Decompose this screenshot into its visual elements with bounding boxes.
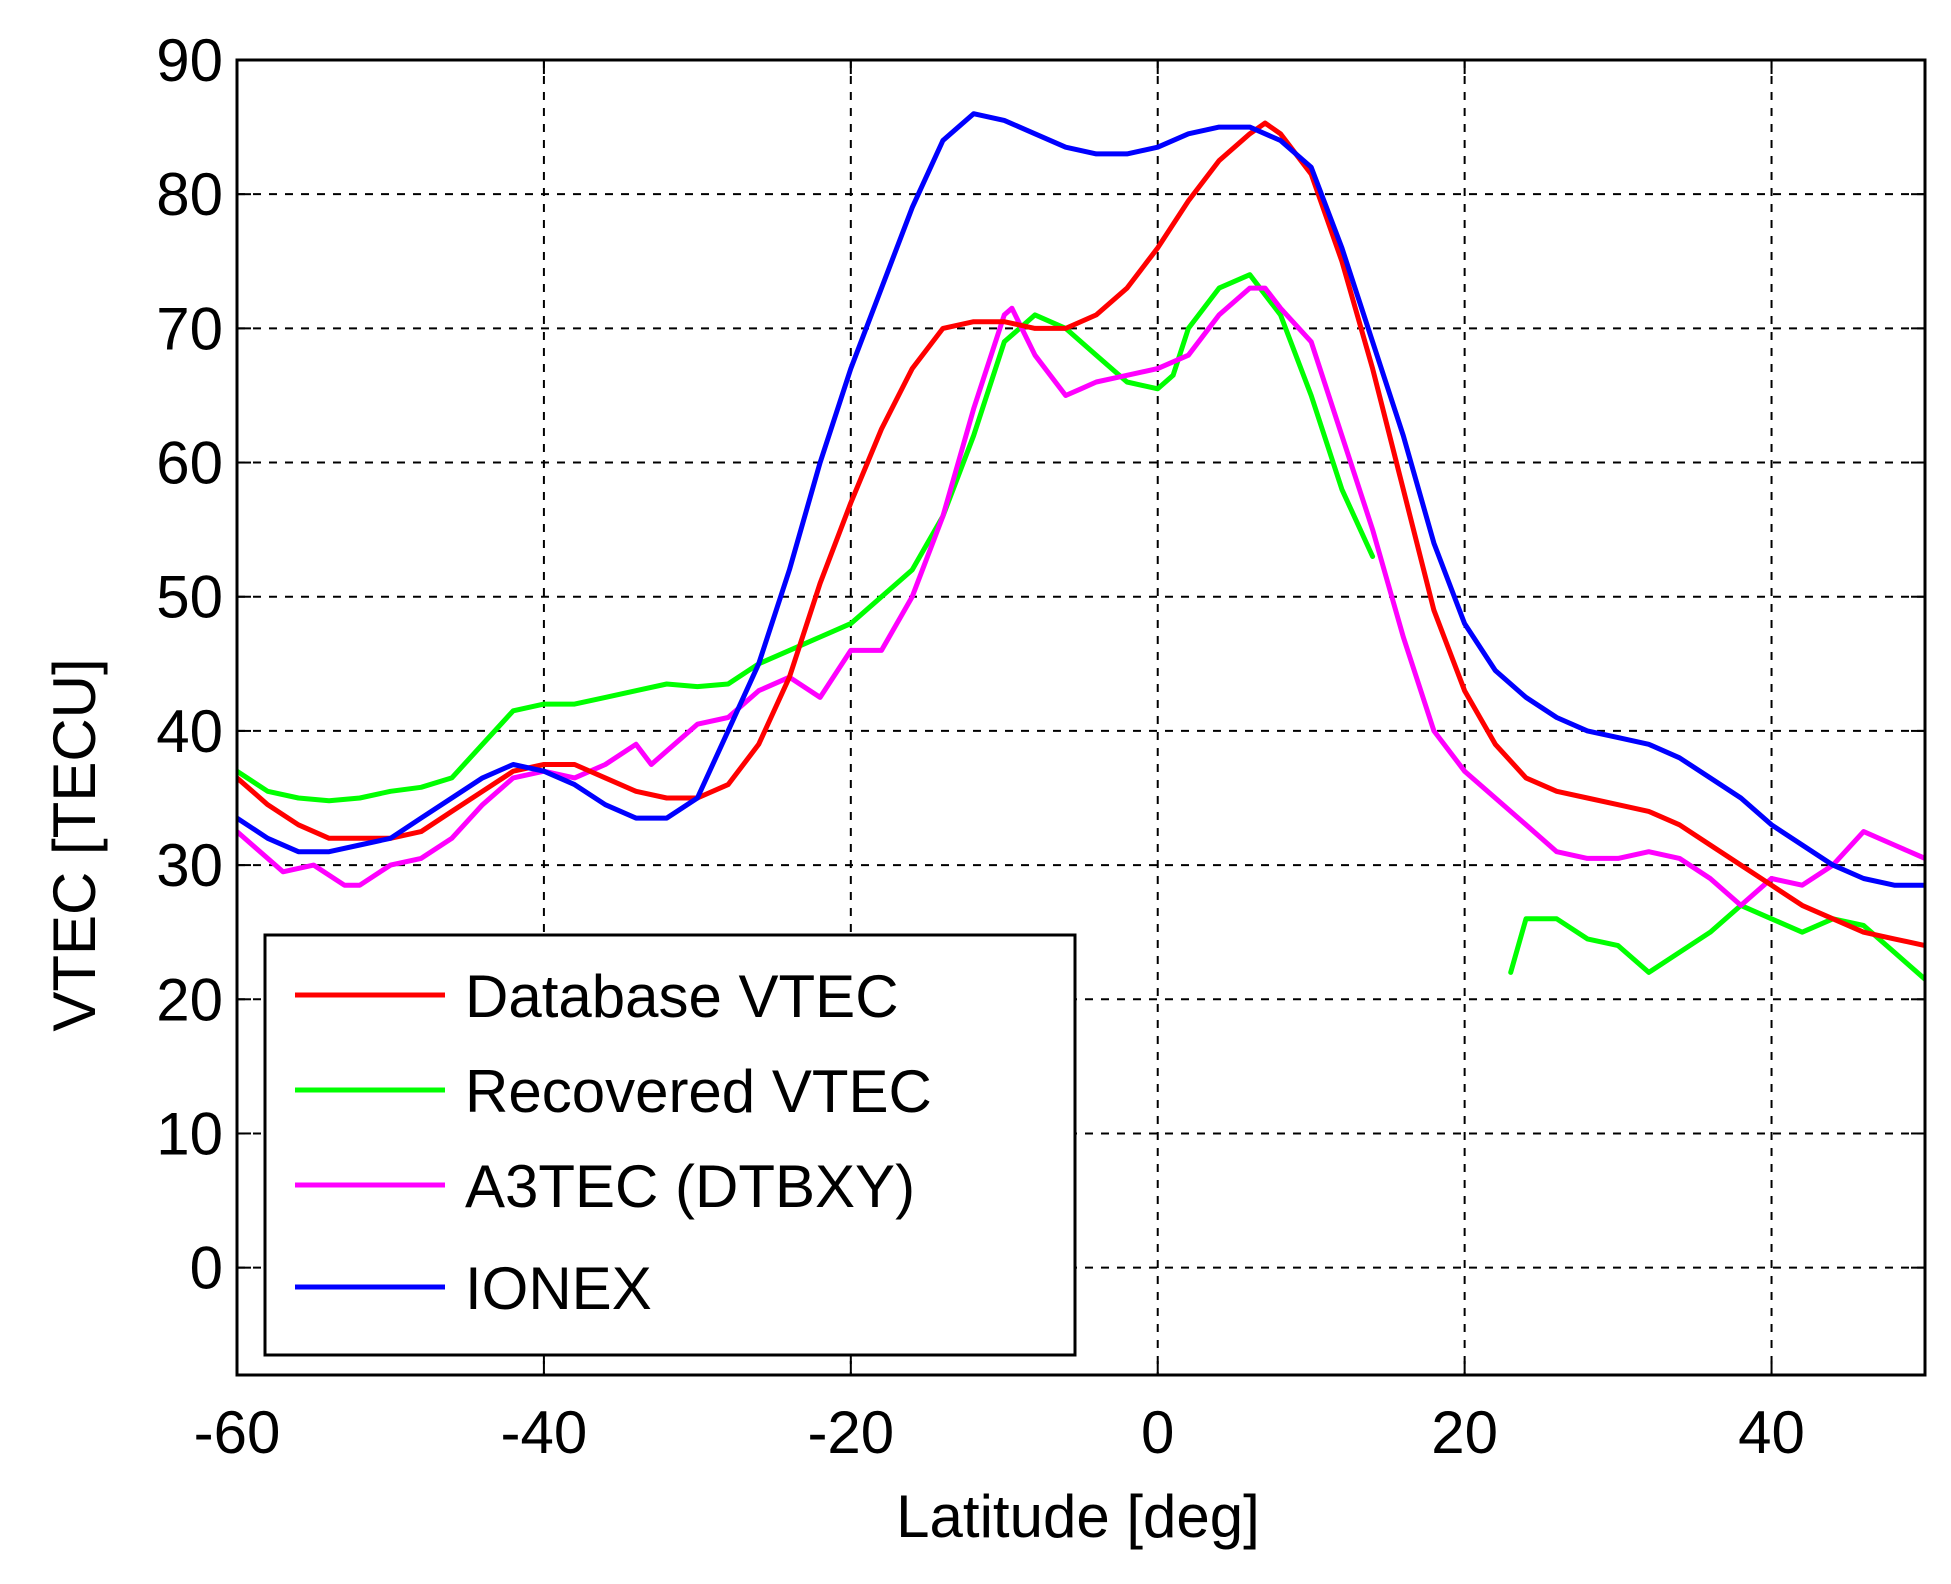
plot-frame: [235, 58, 1927, 1377]
series-line-ionex: [237, 111, 1925, 888]
legend-label-database-vtec: Database VTEC: [465, 963, 899, 1030]
legend-label-recovered-vtec: Recovered VTEC: [465, 1058, 932, 1125]
y-tick-label: 70: [156, 295, 223, 362]
series-layer: [237, 111, 1925, 982]
axis-ticks: [236, 59, 1925, 1375]
y-tick-label: 40: [156, 698, 223, 765]
x-tick-label: -60: [194, 1399, 281, 1466]
y-axis-label: VTEC [TECU]: [41, 658, 108, 1031]
x-tick-label: -40: [501, 1399, 588, 1466]
x-axis-label: Latitude [deg]: [896, 1483, 1260, 1550]
y-tick-label: 90: [156, 27, 223, 94]
series-line-a3tec-dtbxy: [237, 285, 1925, 908]
legend-label-a3tec-dtbxy: A3TEC (DTBXY): [465, 1153, 915, 1220]
y-tick-label: 80: [156, 161, 223, 228]
y-tick-label: 0: [190, 1235, 223, 1302]
x-tick-labels: -60 -40 -20 0 20 40: [194, 1399, 1805, 1466]
x-tick-label: 20: [1431, 1399, 1498, 1466]
x-tick-label: -20: [807, 1399, 894, 1466]
y-tick-labels: 0 10 20 30 40 50 60 70 80 90: [156, 27, 223, 1302]
x-tick-label: 40: [1738, 1399, 1805, 1466]
series-line-recovered-vtec: [1508, 902, 1925, 982]
y-tick-label: 50: [156, 564, 223, 631]
x-tick-label: 0: [1141, 1399, 1174, 1466]
legend: Database VTEC Recovered VTEC A3TEC (DTBX…: [263, 933, 1077, 1357]
y-tick-label: 30: [156, 832, 223, 899]
y-tick-label: 60: [156, 430, 223, 497]
series-line-recovered-vtec: [237, 272, 1376, 804]
legend-label-ionex: IONEX: [465, 1255, 652, 1322]
y-tick-label: 20: [156, 966, 223, 1033]
y-tick-label: 10: [156, 1100, 223, 1167]
